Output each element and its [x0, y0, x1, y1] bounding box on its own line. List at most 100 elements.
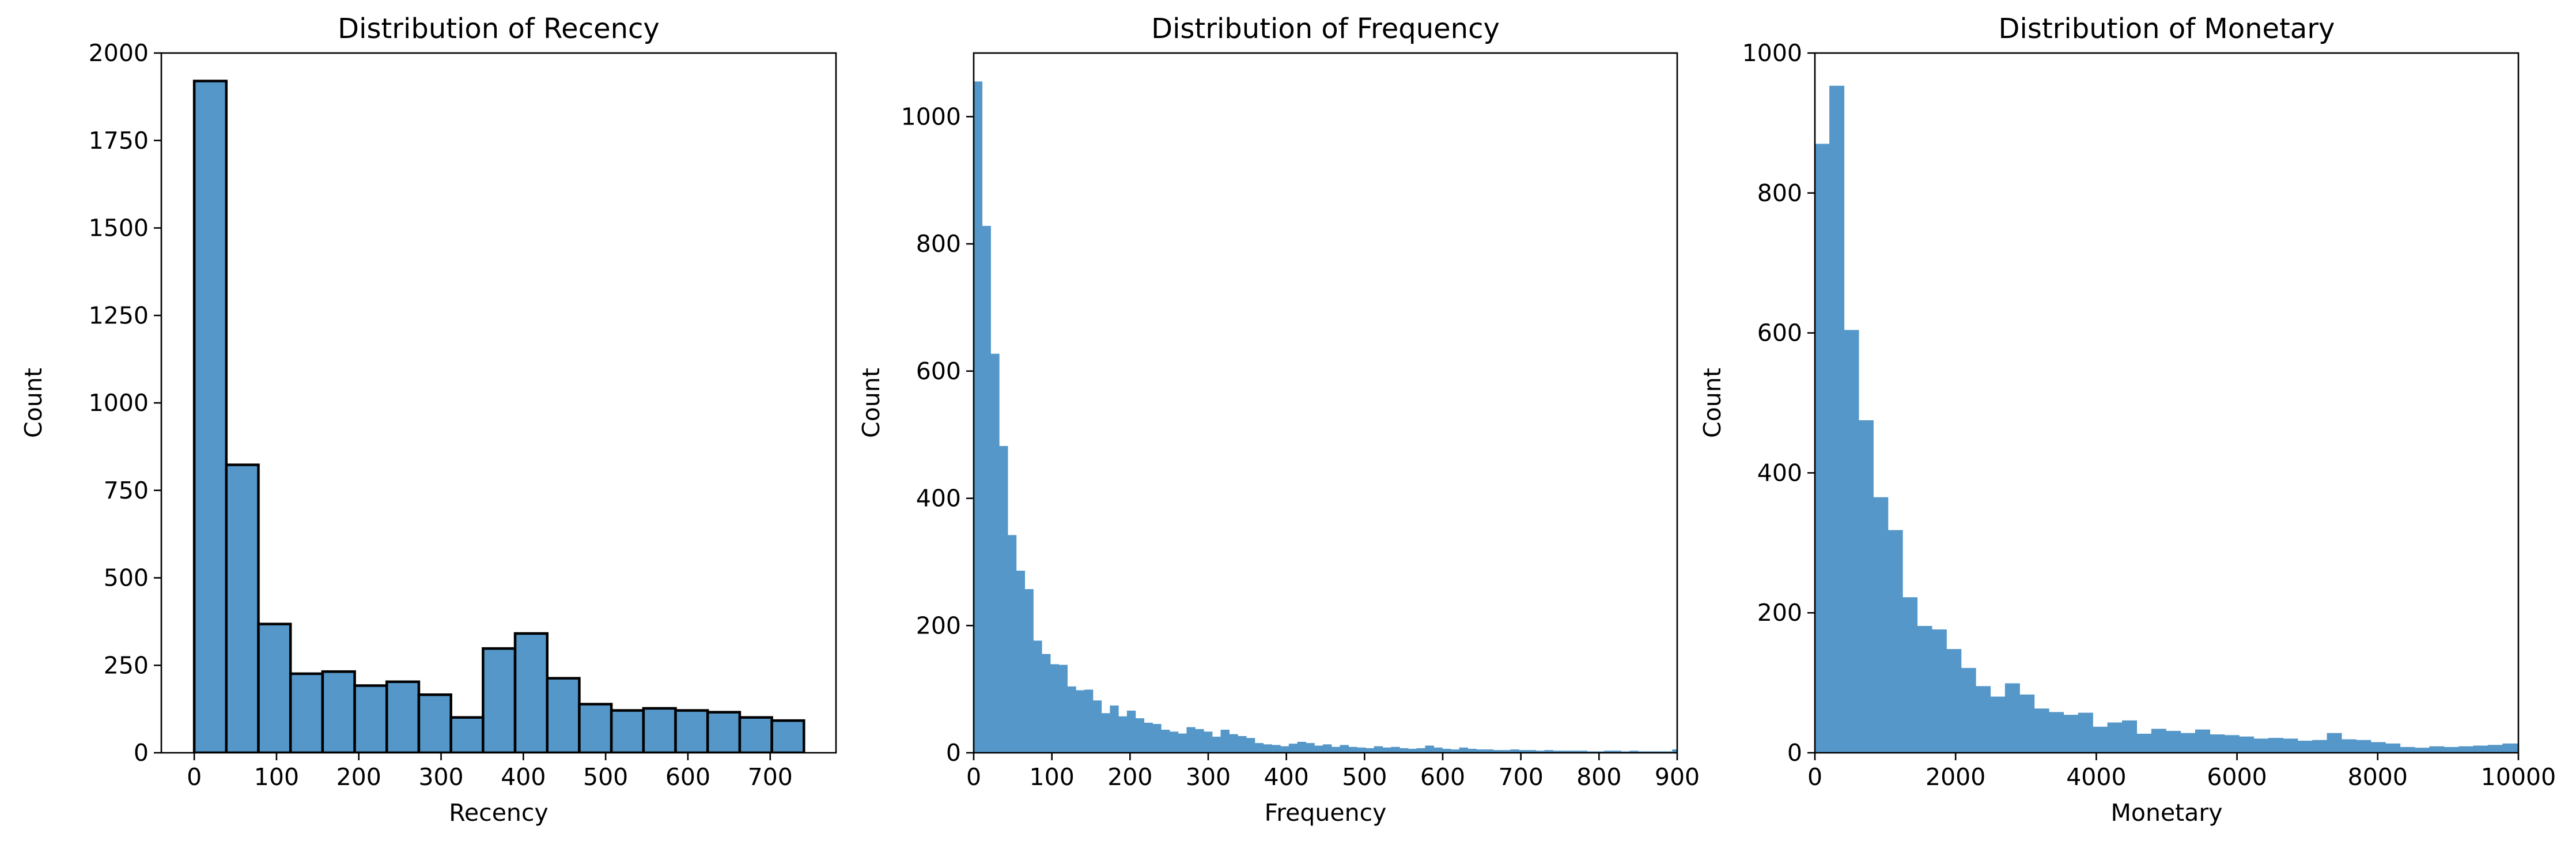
bar [1873, 497, 1889, 753]
bar [1238, 736, 1247, 753]
bar [2239, 736, 2255, 753]
bar [385, 680, 421, 753]
bar [1322, 744, 1332, 753]
bar [1902, 597, 1918, 753]
bar [2253, 738, 2269, 753]
y-tick-label: 800 [1757, 179, 1802, 207]
recency-x-axis-label: Recency [449, 799, 548, 827]
bar [2224, 735, 2240, 753]
y-tick-label: 1000 [901, 103, 961, 130]
y-tick-label: 1250 [89, 301, 149, 329]
y-tick-label: 800 [916, 230, 961, 258]
bar [353, 684, 388, 753]
bar [449, 716, 485, 753]
y-tick-label: 200 [916, 612, 961, 639]
bar [1016, 571, 1026, 753]
bar [1459, 747, 1468, 753]
y-tick-label: 500 [104, 564, 149, 592]
bar [770, 719, 805, 753]
bar [1033, 640, 1042, 753]
bar [1288, 744, 1298, 753]
bar [642, 707, 677, 753]
x-tick-label: 400 [1264, 763, 1309, 791]
bar [1076, 690, 1085, 753]
recency-y-axis-label: Count [20, 368, 47, 438]
bar [2180, 733, 2196, 753]
frequency-y-axis-label: Count [857, 368, 885, 438]
bar [2473, 745, 2488, 753]
monetary-axes-frame [1814, 52, 2520, 754]
bar [2443, 746, 2459, 753]
bar [2327, 733, 2342, 753]
bar [578, 703, 613, 753]
bar [513, 632, 549, 753]
bar [1092, 700, 1102, 753]
x-tick-label: 800 [1576, 763, 1621, 791]
bar [2136, 733, 2152, 753]
bar [2297, 741, 2313, 753]
x-tick-label: 200 [336, 763, 381, 791]
bar [1917, 625, 1932, 753]
bar [225, 463, 260, 753]
bar [1858, 420, 1874, 753]
bar [1058, 665, 1068, 753]
bar [2370, 742, 2386, 753]
bar [982, 225, 991, 753]
bar [1178, 733, 1187, 753]
bar [1348, 746, 1357, 753]
x-tick-label: 8000 [2348, 763, 2408, 791]
y-tick-label: 200 [1757, 599, 1802, 627]
bar [192, 80, 228, 753]
y-tick-label: 600 [1757, 319, 1802, 347]
frequency-bars [974, 81, 1677, 753]
bar [2429, 746, 2445, 753]
bar [1126, 710, 1136, 753]
x-tick-label: 400 [501, 763, 546, 791]
bar [482, 647, 517, 753]
bar [1263, 744, 1272, 753]
y-tick-label: 0 [1787, 739, 1802, 767]
bar [289, 672, 324, 753]
bar [1042, 654, 1051, 753]
y-tick-label: 1000 [1742, 39, 1802, 67]
bar [1357, 747, 1366, 753]
bar [1433, 747, 1443, 753]
y-tick-label: 400 [1757, 459, 1802, 486]
bar [1135, 718, 1145, 753]
bar [2356, 740, 2371, 753]
bar [2049, 712, 2064, 753]
y-tick-label: 1500 [89, 214, 149, 242]
bar [1050, 664, 1060, 753]
monetary-bars [1815, 85, 2518, 753]
bar [1144, 722, 1153, 753]
frequency-title: Distribution of Frequency [1151, 13, 1500, 45]
bar [1331, 746, 1341, 753]
bar [1931, 629, 1947, 753]
bar [2385, 743, 2401, 753]
bar [2078, 712, 2093, 753]
bar [1297, 741, 1307, 753]
frequency-x-axis-label: Frequency [1265, 799, 1387, 827]
bar [2166, 731, 2181, 753]
bar [1152, 724, 1162, 753]
bar [1961, 667, 1976, 753]
bar [1844, 330, 1859, 753]
x-tick-label: 600 [1420, 763, 1465, 791]
recency-chart: 0 100 200 300 400 500 600 700 0 250 500 750 1000 1250… [20, 13, 837, 827]
bar [2268, 738, 2283, 753]
bar [2034, 708, 2049, 753]
y-tick-label: 750 [104, 477, 149, 504]
bar [1246, 738, 1255, 753]
bar [2487, 745, 2503, 753]
bar [2063, 715, 2079, 753]
y-tick-label: 400 [916, 485, 961, 512]
bar [1280, 746, 1289, 753]
bar [2093, 726, 2108, 753]
bar [1212, 737, 1221, 753]
x-tick-label: 0 [187, 763, 202, 791]
x-tick-label: 4000 [2066, 763, 2126, 791]
bar [2195, 729, 2211, 753]
x-tick-label: 700 [1499, 763, 1544, 791]
x-tick-label: 10000 [2481, 763, 2556, 791]
bar [706, 711, 742, 753]
